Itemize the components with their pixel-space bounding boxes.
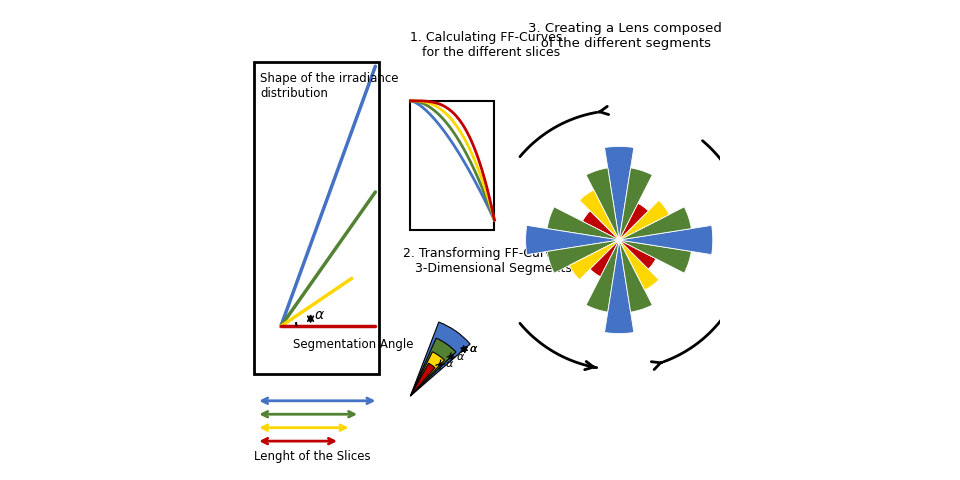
Wedge shape bbox=[411, 322, 470, 396]
Wedge shape bbox=[586, 168, 619, 240]
Wedge shape bbox=[619, 225, 712, 255]
Text: α: α bbox=[470, 344, 477, 354]
Wedge shape bbox=[569, 240, 619, 280]
Wedge shape bbox=[586, 240, 619, 312]
Wedge shape bbox=[619, 207, 691, 240]
Text: 3. Creating a Lens composed
   of the different segments: 3. Creating a Lens composed of the diffe… bbox=[528, 22, 722, 49]
Wedge shape bbox=[547, 240, 619, 273]
Wedge shape bbox=[605, 240, 634, 334]
Text: Lenght of the Slices: Lenght of the Slices bbox=[254, 450, 371, 463]
Text: α: α bbox=[446, 360, 453, 370]
Wedge shape bbox=[605, 146, 634, 240]
Wedge shape bbox=[525, 225, 619, 255]
Wedge shape bbox=[619, 168, 653, 240]
Wedge shape bbox=[619, 204, 648, 240]
Wedge shape bbox=[619, 240, 659, 290]
Text: 2. Transforming FF-Curves into
   3-Dimensional Segments: 2. Transforming FF-Curves into 3-Dimensi… bbox=[403, 247, 594, 275]
Wedge shape bbox=[583, 211, 619, 240]
Wedge shape bbox=[590, 240, 619, 276]
Bar bbox=[254, 62, 379, 374]
Wedge shape bbox=[619, 200, 669, 240]
Wedge shape bbox=[619, 240, 691, 273]
Wedge shape bbox=[619, 240, 653, 312]
Text: α: α bbox=[314, 308, 324, 322]
Text: α: α bbox=[470, 344, 477, 354]
Text: Segmentation Angle: Segmentation Angle bbox=[293, 338, 414, 351]
Wedge shape bbox=[411, 363, 435, 396]
Text: α: α bbox=[457, 352, 464, 362]
Wedge shape bbox=[580, 190, 619, 240]
Bar bbox=[411, 101, 494, 230]
Wedge shape bbox=[411, 338, 456, 396]
Wedge shape bbox=[547, 207, 619, 240]
Wedge shape bbox=[619, 240, 656, 269]
Text: Shape of the irradiance
distribution: Shape of the irradiance distribution bbox=[260, 72, 398, 100]
Wedge shape bbox=[411, 352, 444, 396]
Text: 1. Calculating FF-Curves
   for the different slices: 1. Calculating FF-Curves for the differe… bbox=[411, 31, 563, 59]
